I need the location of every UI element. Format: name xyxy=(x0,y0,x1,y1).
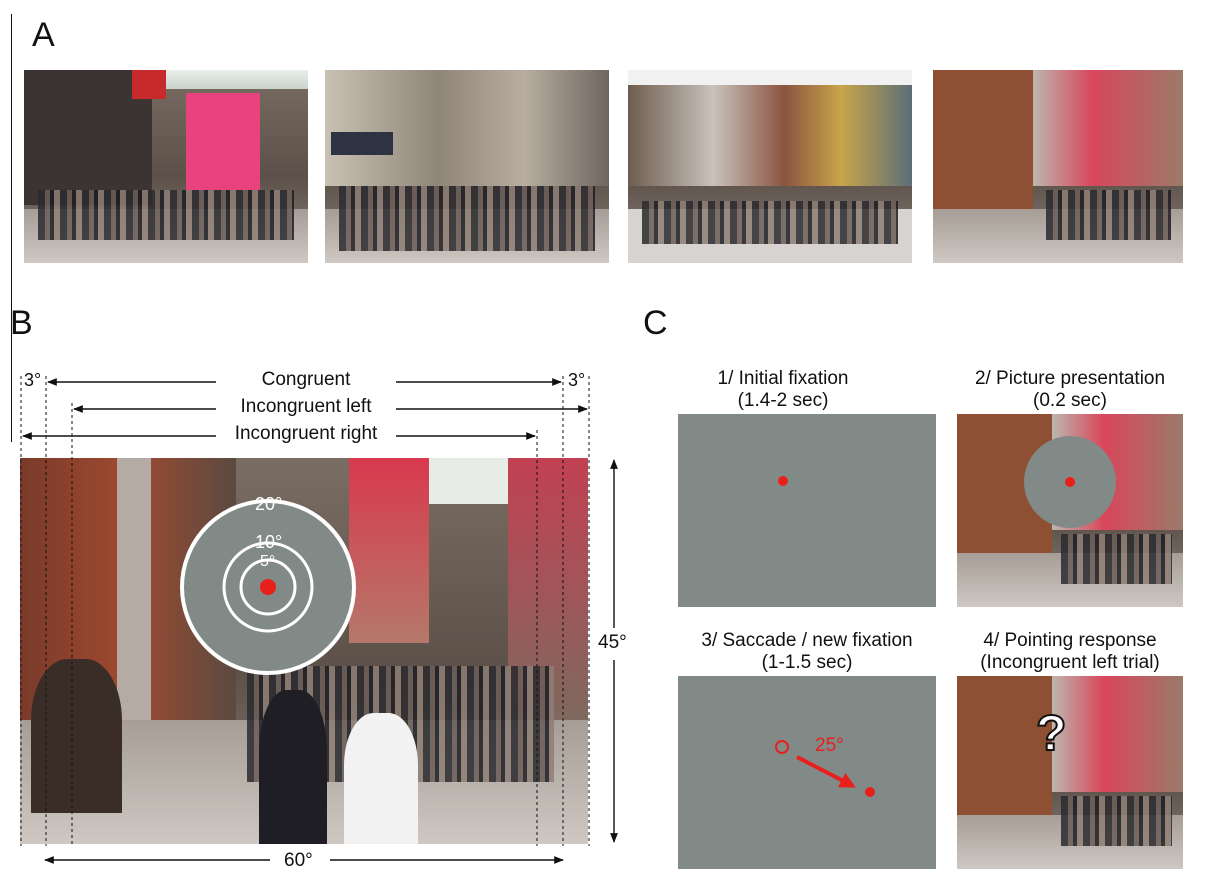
saccade-arrow xyxy=(796,755,856,788)
step4-duration: (Incongruent left trial) xyxy=(980,652,1160,673)
step4-title: 4/ Pointing response xyxy=(983,630,1157,651)
step2-duration: (0.2 sec) xyxy=(1033,390,1107,411)
street-photo-3 xyxy=(628,70,912,263)
left-rule xyxy=(11,14,12,442)
step3-title: 3/ Saccade / new fixation xyxy=(701,630,913,651)
incongruent-right-label: Incongruent right xyxy=(234,423,378,444)
ring-20-label: 20° xyxy=(255,494,283,514)
offset-left-label: 3° xyxy=(24,370,42,390)
guide-lines xyxy=(20,376,590,846)
eccentricity-rings xyxy=(180,499,356,675)
step1-title: 1/ Initial fixation xyxy=(717,368,849,389)
panel-label-b: B xyxy=(10,304,33,342)
condition-bars xyxy=(22,378,618,864)
street-photo-4 xyxy=(933,70,1183,263)
new-fixation-dot xyxy=(865,787,875,797)
congruent-label: Congruent xyxy=(261,369,351,390)
street-photo-2 xyxy=(325,70,609,263)
incongruent-left-label: Incongruent left xyxy=(240,396,372,417)
question-mark: ? xyxy=(1035,705,1068,761)
ring-5-label: 5° xyxy=(260,553,276,570)
saccade-angle-label: 25° xyxy=(815,735,844,756)
fixation-screen xyxy=(678,414,936,607)
saccade-screen xyxy=(678,676,936,869)
width-degrees-label: 60° xyxy=(284,850,313,871)
offset-right-label: 3° xyxy=(568,370,586,390)
panel-label-a: A xyxy=(32,16,55,54)
height-degrees-label: 45° xyxy=(598,632,627,653)
street-photo-1 xyxy=(24,70,308,263)
step3-duration: (1-1.5 sec) xyxy=(761,652,853,673)
presentation-fixation-dot xyxy=(1065,477,1075,487)
fixation-dot xyxy=(778,476,788,486)
ring-10-label: 10° xyxy=(255,532,283,552)
old-fixation-circle xyxy=(775,740,789,754)
pointing-photo xyxy=(957,676,1183,869)
panel-label-c: C xyxy=(643,304,668,342)
step1-duration: (1.4-2 sec) xyxy=(737,390,829,411)
step2-title: 2/ Picture presentation xyxy=(974,368,1166,389)
